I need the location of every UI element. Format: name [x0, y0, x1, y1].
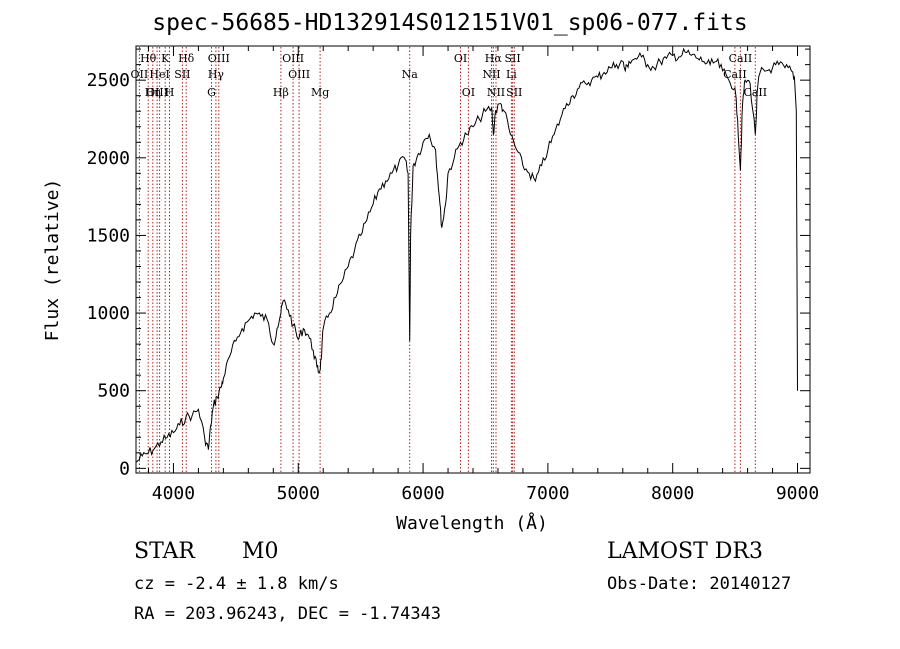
line-label-2: Hδ — [178, 52, 195, 65]
ra-dec-coordinates: RA = 203.96243, DEC = -1.74343 — [134, 604, 442, 624]
line-label-4: OIII — [282, 52, 304, 65]
line-label-24: OI — [462, 86, 475, 99]
line-label-9: OII — [131, 68, 149, 81]
redshift-cz: cz = -2.4 ± 1.8 km/s — [134, 574, 339, 594]
line-label-26: SII — [506, 86, 522, 99]
y-tick-label-5: 2500 — [87, 70, 130, 91]
x-tick-label-3: 7000 — [526, 483, 569, 504]
y-tick-label-2: 1000 — [87, 303, 130, 324]
line-label-13: OIII — [288, 68, 310, 81]
x-tick-label-4: 8000 — [651, 483, 694, 504]
line-label-6: Hα — [485, 52, 503, 65]
spectrum-series-line — [136, 47, 798, 463]
y-axis-label: Flux (relative) — [42, 179, 63, 342]
line-label-11: SII — [174, 68, 190, 81]
line-label-8: CaII — [729, 52, 753, 65]
line-label-5: OI — [454, 52, 467, 65]
line-label-17: OIII — [146, 86, 168, 99]
line-label-25: NII — [487, 86, 505, 99]
line-label-14: NII — [482, 68, 500, 81]
object-class: STAR — [134, 539, 195, 564]
x-tick-label-1: 5000 — [277, 483, 320, 504]
line-label-1: K — [161, 52, 170, 65]
line-label-15: Li — [506, 68, 517, 81]
survey-name: LAMOST DR3 — [607, 539, 763, 564]
line-label-7: SII — [504, 52, 520, 65]
object-subclass: M0 — [242, 539, 279, 564]
line-label-22: Mg — [311, 86, 329, 99]
chart-title: spec-56685-HD132914S012151V01_sp06-077.f… — [152, 10, 748, 36]
line-label-23: Na — [402, 68, 419, 81]
line-label-10: HeI — [149, 68, 169, 81]
line-label-27: CaII — [743, 86, 767, 99]
axis-ticks: 4000 5000 6000 7000 8000 9000 0 500 1000 1500 2000… — [87, 46, 819, 504]
line-label-20: G — [207, 86, 216, 99]
plot-frame — [135, 45, 811, 474]
y-tick-label-3: 1500 — [87, 225, 130, 246]
x-tick-label-5: 9000 — [776, 483, 819, 504]
x-tick-label-0: 4000 — [152, 483, 195, 504]
line-label-21: Hβ — [273, 86, 289, 99]
x-axis-label: Wavelength (Å) — [396, 512, 548, 534]
y-tick-label-0: 0 — [119, 458, 130, 479]
y-tick-label-1: 500 — [97, 381, 130, 402]
y-tick-label-4: 2000 — [87, 148, 130, 169]
observation-date: Obs-Date: 20140127 — [607, 574, 792, 594]
line-label-18: Hη — [145, 86, 161, 99]
line-label-16: CaII — [723, 68, 747, 81]
line-label-19: H — [165, 86, 175, 99]
line-markers — [138, 47, 756, 472]
line-label-12: Hγ — [208, 68, 225, 81]
line-label-3: OIII — [208, 52, 230, 65]
x-tick-label-2: 6000 — [401, 483, 444, 504]
line-label-0: Hθ — [140, 52, 157, 65]
